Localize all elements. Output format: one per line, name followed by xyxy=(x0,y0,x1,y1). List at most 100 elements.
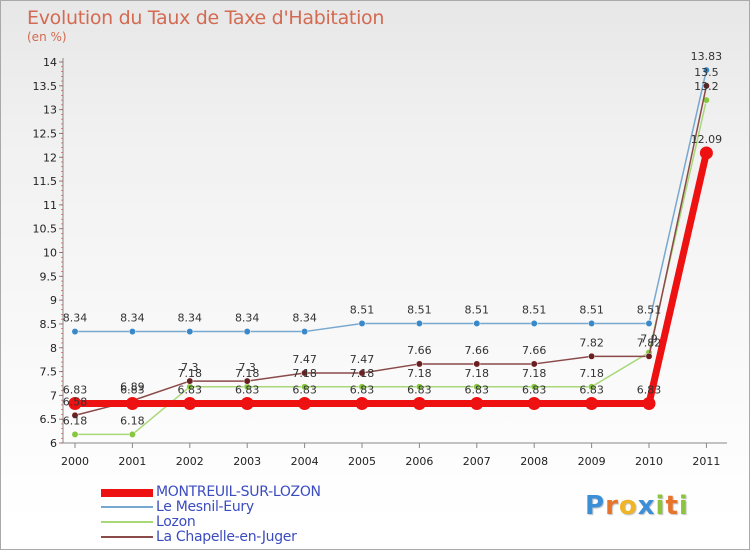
legend-swatch-lozon xyxy=(101,521,153,523)
data-label: 7.47 xyxy=(292,353,317,366)
logo-letter: i xyxy=(678,491,689,521)
data-label: 8.34 xyxy=(63,312,88,325)
legend-swatch-montreuil xyxy=(101,489,153,497)
data-point xyxy=(585,396,599,410)
legend-swatch-mesnil-eury xyxy=(101,506,153,508)
data-label: 8.51 xyxy=(579,303,604,316)
data-point xyxy=(645,352,653,360)
data-point xyxy=(301,328,309,336)
data-label: 8.34 xyxy=(120,312,145,325)
data-label: 6.58 xyxy=(63,395,88,408)
series-line-1 xyxy=(75,99,708,436)
data-point xyxy=(128,430,136,438)
data-point xyxy=(530,320,538,327)
data-label: 6.83 xyxy=(522,383,547,396)
data-label: 6.83 xyxy=(178,383,203,396)
y-tick-label: 11 xyxy=(43,199,57,212)
chart-title: Evolution du Taux de Taxe d'Habitation xyxy=(27,7,385,29)
series-line-3 xyxy=(75,152,710,407)
x-tick-label: 2005 xyxy=(348,455,376,468)
data-label: 6.83 xyxy=(235,383,260,396)
data-label: 8.51 xyxy=(407,303,432,316)
data-label: 8.51 xyxy=(465,303,490,316)
data-label: 13.5 xyxy=(694,66,719,79)
data-label: 7.66 xyxy=(465,344,490,357)
legend-swatch-chapelle xyxy=(101,536,153,538)
data-label: 7.9 xyxy=(640,333,658,346)
y-tick-label: 14 xyxy=(43,56,57,69)
x-tick-label: 2001 xyxy=(118,455,146,468)
axes: 6 6.5 7 7.5 8 8.5 9 9.5 10 10.5 11 11.5 12 12.5 13 13.5… xyxy=(33,56,727,468)
x-tick-label: 2009 xyxy=(578,455,606,468)
data-point xyxy=(702,66,710,74)
data-point xyxy=(298,396,312,410)
data-point xyxy=(243,377,251,385)
legend-label-montreuil: MONTREUIL-SUR-LOZON xyxy=(156,484,321,500)
y-tick-label: 9.5 xyxy=(40,270,58,283)
data-point xyxy=(71,430,79,438)
data-point xyxy=(125,396,139,410)
data-point xyxy=(301,369,309,377)
x-tick-label: 2000 xyxy=(61,455,89,468)
data-label: 6.83 xyxy=(407,383,432,396)
data-point xyxy=(588,352,596,360)
data-label: 7.3 xyxy=(181,361,199,374)
data-label: 7.82 xyxy=(637,336,662,349)
data-label: 13.83 xyxy=(691,50,723,63)
data-label: 12.09 xyxy=(691,133,723,146)
data-label: 6.83 xyxy=(637,383,662,396)
data-point xyxy=(358,383,366,391)
data-point xyxy=(530,360,538,368)
data-label: 7.82 xyxy=(579,336,604,349)
data-point xyxy=(412,396,426,410)
y-tick-label: 10 xyxy=(43,247,57,260)
logo-letter: r xyxy=(605,491,619,521)
data-labels: 8.34 8.34 8.34 8.34 8.34 8.51 8.51 8.51 8.51 8.51… xyxy=(63,50,722,427)
data-point xyxy=(473,360,481,368)
legend-label-lozon: Lozon xyxy=(156,514,196,530)
data-label: 6.83 xyxy=(465,383,490,396)
data-label: 6.18 xyxy=(120,414,145,427)
data-point xyxy=(642,396,656,410)
data-label: 7.18 xyxy=(178,367,203,380)
data-point xyxy=(415,320,423,327)
data-label: 7.47 xyxy=(350,353,375,366)
data-label: 7.18 xyxy=(522,367,547,380)
data-label: 8.51 xyxy=(522,303,547,316)
data-point xyxy=(358,320,366,327)
data-point xyxy=(473,383,481,391)
logo-letter: x xyxy=(637,491,656,521)
y-tick-label: 8.5 xyxy=(40,318,58,331)
legend-label-chapelle: La Chapelle-en-Juger xyxy=(156,529,297,545)
data-label: 8.34 xyxy=(292,312,317,325)
data-point xyxy=(415,360,423,368)
data-label: 6.83 xyxy=(63,383,88,396)
data-label: 7.18 xyxy=(407,367,432,380)
y-tick-label: 7 xyxy=(50,389,57,402)
data-label: 8.51 xyxy=(637,303,662,316)
data-point xyxy=(645,320,653,327)
data-label: 8.51 xyxy=(350,303,375,316)
x-tick-label: 2008 xyxy=(520,455,548,468)
data-label: 7.66 xyxy=(522,344,547,357)
data-label: 6.83 xyxy=(292,383,317,396)
data-point xyxy=(186,328,194,336)
x-tick-label: 2011 xyxy=(692,455,720,468)
y-tick-label: 12.5 xyxy=(33,127,58,140)
logo-letter: P xyxy=(585,491,606,521)
data-point xyxy=(473,320,481,327)
logo-letter: o xyxy=(618,491,638,521)
data-point xyxy=(243,328,251,336)
data-point xyxy=(588,383,596,391)
data-label: 7.66 xyxy=(407,344,432,357)
legend-label-mesnil-eury: Le Mesnil-Eury xyxy=(156,499,254,515)
y-tick-label: 9 xyxy=(50,294,57,307)
proxiti-logo: Proxiti xyxy=(585,491,689,521)
y-tick-label: 8 xyxy=(50,342,57,355)
data-label: 6.18 xyxy=(63,414,88,427)
data-label: 6.83 xyxy=(120,383,145,396)
x-tick-label: 2006 xyxy=(405,455,433,468)
y-tick-label: 6.5 xyxy=(40,413,58,426)
